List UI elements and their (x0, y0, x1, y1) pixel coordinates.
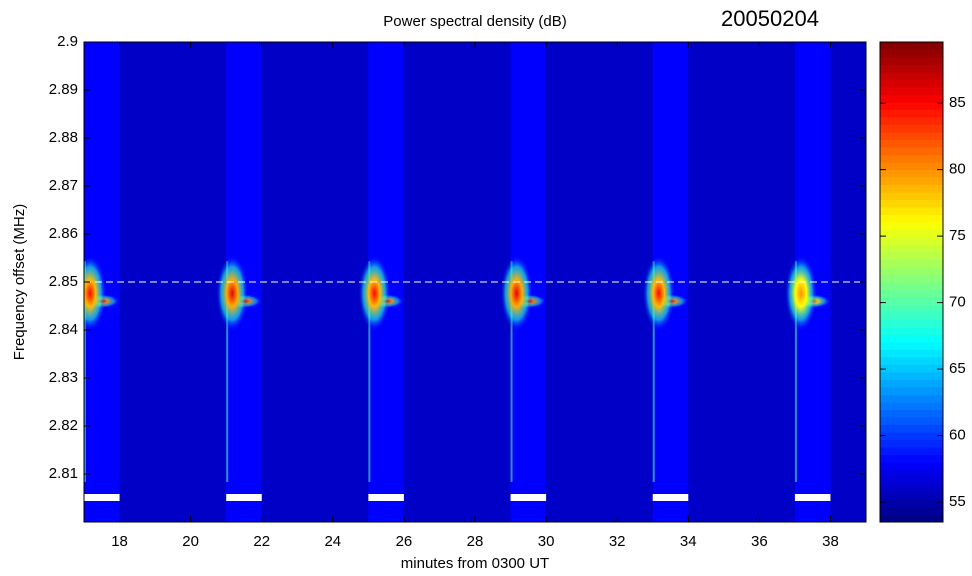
transmit-marker (226, 494, 262, 501)
colorbar-tick-label: 55 (949, 493, 966, 510)
colorbar (880, 42, 943, 523)
x-tick-label: 20 (182, 533, 199, 550)
y-tick-label: 2.86 (49, 225, 78, 242)
transmit-marker (510, 494, 547, 501)
y-tick-label: 2.83 (49, 369, 78, 386)
x-tick-label: 24 (324, 533, 341, 550)
burst-peak (216, 255, 249, 332)
burst-peak (500, 255, 533, 332)
x-tick-label: 28 (467, 533, 484, 550)
transmit-marker (652, 494, 689, 501)
y-tick-label: 2.81 (49, 465, 78, 482)
spectrogram-area (84, 42, 866, 522)
x-tick-label: 36 (751, 533, 768, 550)
x-tick-label: 34 (680, 533, 697, 550)
colorbar-tick-label: 80 (949, 161, 966, 178)
x-tick-label: 22 (253, 533, 270, 550)
burst-peak (358, 255, 391, 332)
burst-peak (84, 255, 106, 332)
colorbar-frame (879, 41, 944, 523)
colorbar-tick-label: 70 (949, 294, 966, 311)
y-tick-label: 2.9 (57, 33, 78, 50)
transmit-marker (794, 494, 831, 501)
y-tick-label: 2.89 (49, 81, 78, 98)
colorbar-tick-label: 65 (949, 360, 966, 377)
y-axis-label: Frequency offset (MHz) (11, 204, 28, 360)
y-tick-label: 2.84 (49, 321, 78, 338)
transmit-marker (84, 494, 120, 501)
colorbar-tick-label: 60 (949, 427, 966, 444)
x-tick-label: 18 (111, 533, 128, 550)
y-tick-label: 2.85 (49, 273, 78, 290)
burst-peak (784, 255, 817, 332)
chart-title: Power spectral density (dB) (383, 13, 566, 30)
burst-peak (642, 255, 675, 332)
date-annotation: 20050204 (721, 6, 819, 31)
x-tick-label: 26 (396, 533, 413, 550)
x-tick-label: 32 (609, 533, 626, 550)
x-tick-label: 30 (538, 533, 555, 550)
y-tick-label: 2.82 (49, 417, 78, 434)
colorbar-tick-label: 75 (949, 227, 966, 244)
transmit-marker (368, 494, 404, 501)
y-tick-label: 2.87 (49, 177, 78, 194)
x-axis-label: minutes from 0300 UT (401, 555, 549, 572)
colorbar-tick-label: 85 (949, 94, 966, 111)
x-tick-label: 38 (822, 533, 839, 550)
y-tick-label: 2.88 (49, 129, 78, 146)
